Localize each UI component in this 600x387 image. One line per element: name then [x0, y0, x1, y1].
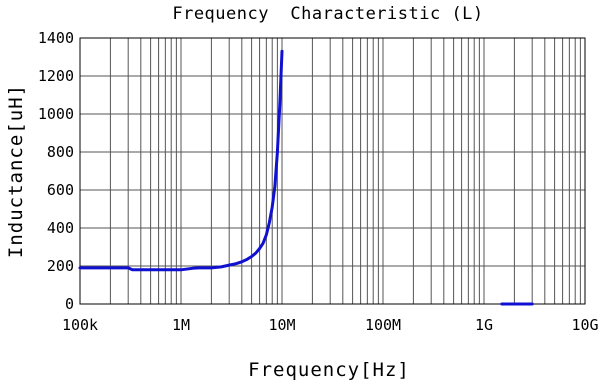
y-tick-label: 0: [65, 295, 74, 313]
y-tick-label: 200: [47, 257, 74, 275]
curve-layer: [78, 49, 534, 306]
x-tick-label: 10G: [571, 316, 598, 334]
x-axis-label: Frequency[Hz]: [248, 359, 410, 381]
y-tick-label: 400: [47, 219, 74, 237]
y-tick-label: 1400: [38, 29, 74, 47]
y-tick-label: 800: [47, 143, 74, 161]
chart-title: Frequency Characteristic (L): [172, 4, 483, 24]
plot-frame: [79, 37, 586, 305]
x-tick-label: 1G: [475, 316, 493, 334]
y-tick-label: 1000: [38, 105, 74, 123]
x-tick-labels: 100k 1M 10M 100M 1G 10G: [62, 316, 599, 334]
x-tick-label: 100M: [365, 316, 401, 334]
grid: [80, 38, 585, 304]
x-tick-label: 10M: [268, 316, 295, 334]
inductance-curve: [78, 49, 284, 272]
y-tick-labels: 0 200 400 600 800 1000 1200 1400: [38, 29, 74, 313]
y-axis-label: Inductance[uH]: [5, 84, 27, 258]
x-tick-label: 1M: [172, 316, 190, 334]
x-tick-label: 100k: [62, 316, 98, 334]
y-tick-label: 1200: [38, 67, 74, 85]
y-tick-label: 600: [47, 181, 74, 199]
